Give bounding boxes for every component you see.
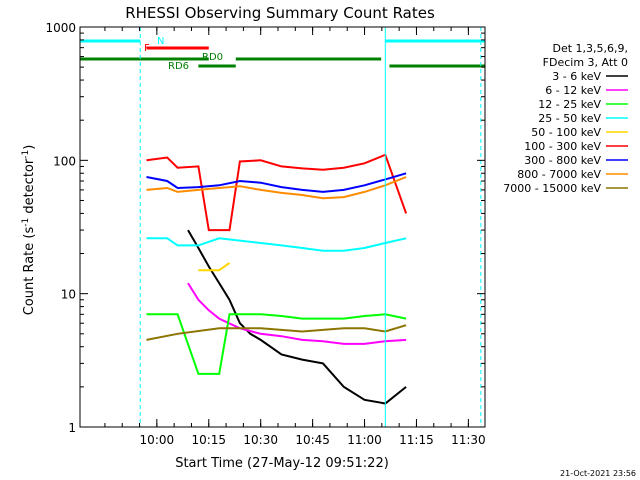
legend: Det 1,3,5,6,9,FDecim 3, Att 03 - 6 keV6 … <box>503 42 628 195</box>
x-tick-label: 10:00 <box>140 433 175 447</box>
y-label-end: ) <box>22 145 37 150</box>
y-tick-label: 1000 <box>45 21 76 35</box>
series-line-8 <box>146 324 407 341</box>
y-label-sup2: -1 <box>21 150 31 159</box>
legend-entry-label: 50 - 100 keV <box>531 126 601 139</box>
legend-entry-label: 25 - 50 keV <box>538 112 601 125</box>
x-tick-label: 10:45 <box>295 433 330 447</box>
x-tick-label: 11:30 <box>451 433 486 447</box>
y-label-sup1: -1 <box>21 218 31 227</box>
footer-timestamp: 21-Oct-2021 23:56 <box>560 469 636 478</box>
flag-label-f: F <box>144 43 150 54</box>
x-tick-label: 10:15 <box>191 433 226 447</box>
y-tick-label: 100 <box>53 154 76 168</box>
vertical-markers <box>139 27 482 427</box>
legend-entry-label: 300 - 800 keV <box>524 154 601 167</box>
flag-label-n: N <box>157 36 164 47</box>
y-axis-label: Count Rate (s-1 detector-1) <box>21 145 37 316</box>
series-line-3 <box>146 237 407 252</box>
series-line-5 <box>146 153 408 232</box>
series-line-2 <box>146 313 407 375</box>
y-label-mid: detector <box>22 158 37 218</box>
x-tick-label: 11:00 <box>347 433 382 447</box>
series-line-7 <box>146 176 407 200</box>
plot-frame <box>79 26 486 428</box>
chart-title: RHESSI Observing Summary Count Rates <box>125 4 435 22</box>
legend-entry-label: 7000 - 15000 keV <box>503 182 601 195</box>
series-line-4 <box>198 262 231 272</box>
legend-entry-label: 6 - 12 keV <box>545 84 601 97</box>
y-tick-label: 1 <box>68 421 76 435</box>
y-label-main: Count Rate (s <box>22 227 37 316</box>
legend-entry-label: 12 - 25 keV <box>538 98 601 111</box>
y-axis: 1 10 100 1000 <box>45 21 485 435</box>
x-axis: 10:00 10:15 10:30 10:45 11:00 11:15 11:30 <box>104 27 486 447</box>
series-lines <box>146 153 408 405</box>
legend-header-line: Det 1,3,5,6,9, <box>552 42 628 55</box>
series-line-6 <box>146 172 407 193</box>
legend-entry-label: 100 - 300 keV <box>524 140 601 153</box>
flag-label-rd0: RD0 <box>202 52 223 63</box>
series-line-1 <box>187 282 407 345</box>
x-tick-label: 11:15 <box>399 433 434 447</box>
flag-label-rd6: RD6 <box>168 61 189 72</box>
legend-entry-label: 3 - 6 keV <box>552 70 601 83</box>
y-tick-label: 10 <box>61 288 76 302</box>
flag-bars: NF RD0 RD6 <box>80 36 485 72</box>
series-line-0 <box>187 229 407 405</box>
legend-entry-label: 800 - 7000 keV <box>517 168 601 181</box>
x-axis-label: Start Time (27-May-12 09:51:22) <box>175 456 389 471</box>
x-tick-label: 10:30 <box>243 433 278 447</box>
legend-header-line: FDecim 3, Att 0 <box>543 56 628 69</box>
